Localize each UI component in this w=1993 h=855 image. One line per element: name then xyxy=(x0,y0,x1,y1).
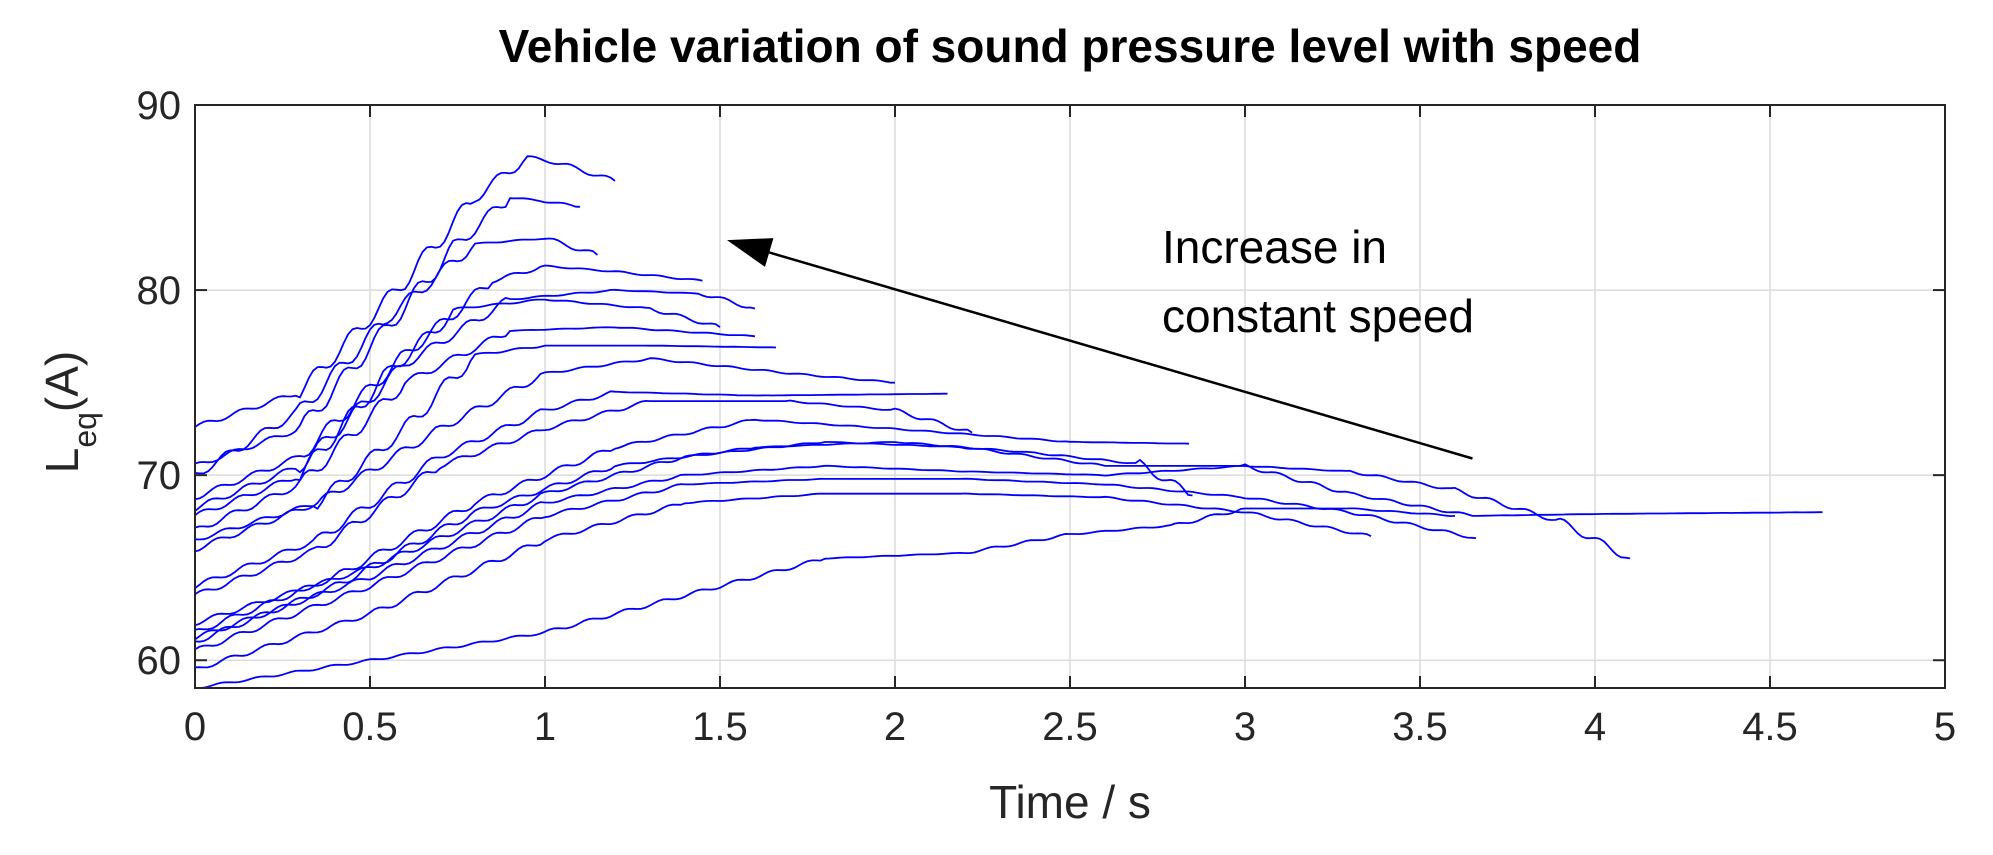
x-tick-label: 2.5 xyxy=(1042,705,1098,749)
x-tick-label: 5 xyxy=(1934,705,1956,749)
series-line-run-18 xyxy=(195,507,1456,689)
y-tick-label: 60 xyxy=(137,639,182,683)
series-line-run-12 xyxy=(194,418,1190,631)
series-line-run-6 xyxy=(194,298,721,517)
annotation-text-line-1: Increase in xyxy=(1162,221,1387,273)
x-axis-label: Time / s xyxy=(989,776,1151,828)
series-line-run-8 xyxy=(194,344,777,541)
series-line-run-9 xyxy=(194,357,896,553)
y-axis-label: Leq(A) xyxy=(36,351,103,474)
x-tick-label: 4.5 xyxy=(1742,705,1798,749)
annotation: Increase in constant speed xyxy=(727,221,1474,460)
x-tick-label: 4 xyxy=(1584,705,1606,749)
series-line-run-10 xyxy=(194,390,948,589)
x-tick-label: 1 xyxy=(534,705,556,749)
annotation-arrow-head xyxy=(727,238,774,267)
y-axis-label-subscript: eq xyxy=(67,412,103,448)
x-tick-label: 1.5 xyxy=(692,705,748,749)
series-line-run-1 xyxy=(194,155,616,428)
x-tick-label: 3.5 xyxy=(1392,705,1448,749)
data-series xyxy=(194,155,1823,689)
y-tick-label: 80 xyxy=(137,269,182,313)
x-axis-ticks: 0 0.5 1 1.5 2 2.5 3 3.5 4 4.5 5 xyxy=(184,105,1956,749)
x-tick-label: 0 xyxy=(184,705,206,749)
series-line-run-17 xyxy=(194,492,1372,669)
y-axis-label-main: L xyxy=(36,448,88,474)
series-line-run-3 xyxy=(194,237,599,475)
series-line-run-15 xyxy=(194,464,1631,641)
x-tick-label: 2 xyxy=(884,705,906,749)
chart-title: Vehicle variation of sound pressure leve… xyxy=(499,20,1642,72)
annotation-text-line-2: constant speed xyxy=(1162,290,1474,342)
x-tick-label: 0.5 xyxy=(342,705,398,749)
series-line-run-13 xyxy=(194,441,1193,643)
series-line-run-2 xyxy=(194,197,581,465)
y-axis-ticks: 60 70 80 90 xyxy=(137,84,1945,683)
annotation-arrow-line xyxy=(768,251,1473,460)
series-line-run-14 xyxy=(194,441,1823,627)
y-axis-label-suffix: (A) xyxy=(36,351,88,412)
y-tick-label: 70 xyxy=(137,454,182,498)
series-line-run-7 xyxy=(194,326,756,529)
grid-lines xyxy=(194,104,1946,688)
y-tick-label: 90 xyxy=(137,84,182,128)
series-line-run-11 xyxy=(194,399,973,596)
series-line-run-16 xyxy=(194,477,1477,651)
x-tick-label: 3 xyxy=(1234,705,1256,749)
series-line-run-5 xyxy=(194,288,756,512)
